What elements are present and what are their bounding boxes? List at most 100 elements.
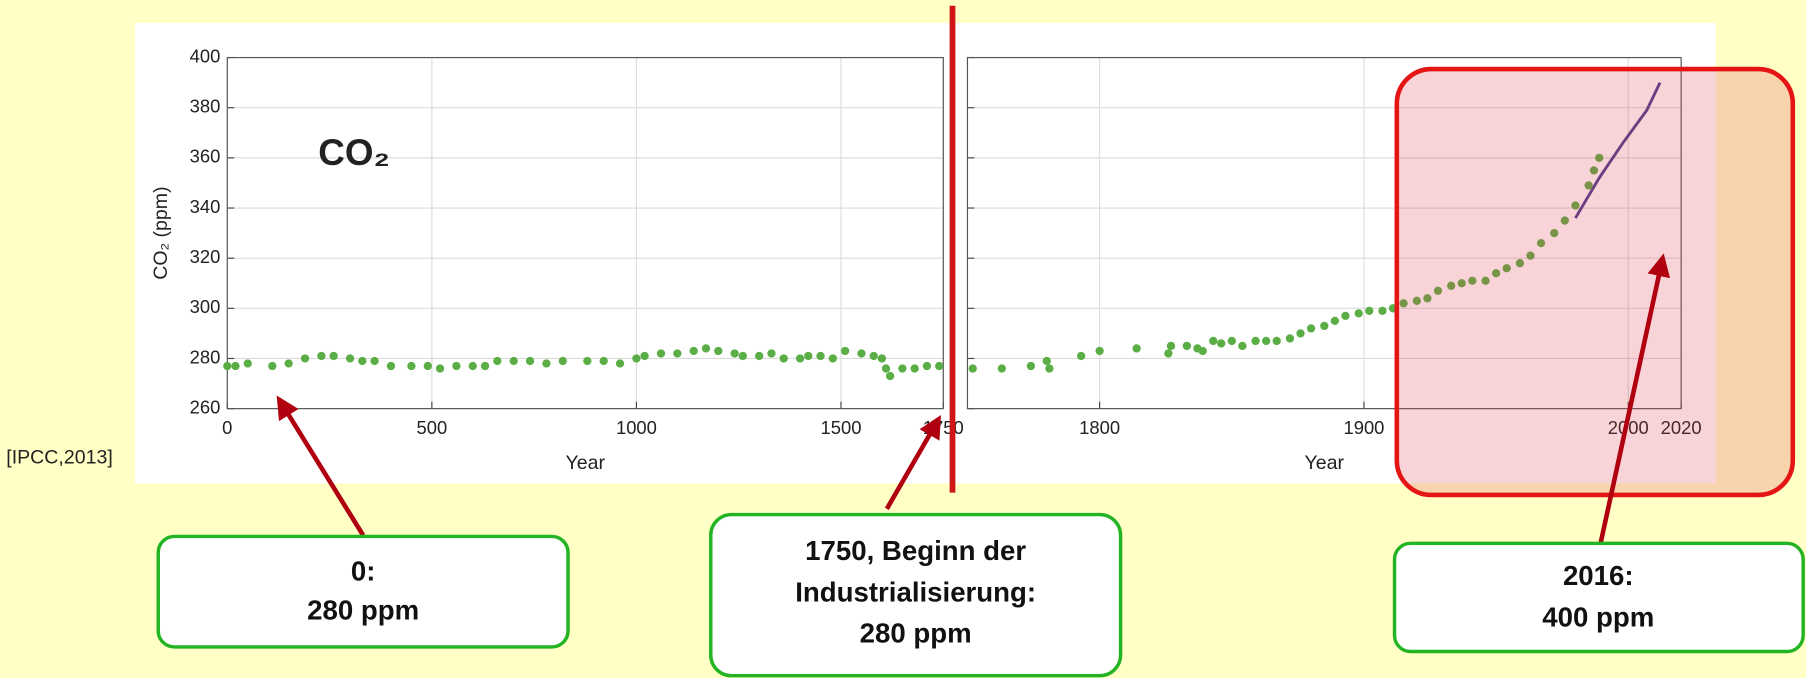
point (898, 364, 907, 373)
point (1595, 153, 1604, 163)
point (1166, 341, 1176, 351)
plot-frame (966, 56, 1682, 410)
point (640, 351, 649, 361)
point (1164, 349, 1173, 358)
point (1378, 306, 1387, 315)
point (714, 346, 723, 356)
y-tick-label: 300 (190, 296, 221, 317)
point (1095, 346, 1104, 356)
point (1217, 339, 1226, 348)
point (1468, 276, 1477, 285)
point (795, 354, 805, 363)
y-tick-label: 400 (190, 45, 221, 66)
point (329, 351, 338, 361)
line (1574, 82, 1662, 219)
point (885, 371, 895, 381)
point (435, 364, 445, 373)
point (1042, 356, 1051, 366)
point (423, 361, 432, 371)
source: [IPCC,2013] (6, 446, 112, 468)
x-tick-label: 500 (417, 417, 448, 438)
point (300, 354, 310, 363)
y-tick-label: 380 (190, 96, 221, 117)
point (767, 349, 776, 358)
point (231, 361, 240, 371)
point (509, 356, 518, 366)
point (1560, 216, 1569, 225)
point (857, 349, 866, 358)
point (869, 351, 878, 361)
point (1365, 306, 1374, 315)
callout-box (156, 534, 570, 649)
point (1198, 346, 1207, 356)
point (738, 351, 747, 361)
y-axis-title: CO₂ (ppm) (150, 186, 172, 279)
point (1447, 281, 1456, 290)
x-tick-label: 0 (222, 417, 232, 438)
point (1550, 228, 1559, 238)
point (345, 354, 355, 363)
point (656, 349, 666, 358)
point (1182, 341, 1191, 351)
callout-text: Industrialisierung: (795, 576, 1036, 607)
y-tick-label: 340 (190, 196, 221, 217)
point (1526, 251, 1535, 260)
point (583, 356, 592, 366)
point (407, 361, 416, 371)
point (1320, 321, 1329, 331)
x-tick-label: 1000 (616, 417, 657, 438)
point (877, 354, 887, 363)
point (1423, 294, 1432, 303)
point (468, 361, 477, 371)
point (755, 351, 764, 361)
point (1330, 316, 1340, 326)
point (615, 359, 625, 368)
point (1354, 309, 1363, 318)
point (1285, 334, 1295, 343)
point (1584, 181, 1593, 190)
point (243, 359, 252, 368)
x-tick-label: 2000 (1608, 417, 1649, 438)
callout-box (709, 512, 1123, 678)
arrow (1598, 253, 1671, 544)
point (632, 354, 641, 363)
point (1132, 344, 1141, 353)
x-tick-label: 1900 (1343, 417, 1384, 438)
point (542, 359, 551, 368)
point (922, 361, 932, 371)
point (317, 351, 326, 361)
plot-frame (226, 56, 944, 410)
point (1491, 269, 1501, 278)
point (1306, 324, 1316, 333)
point (1238, 341, 1247, 351)
point (1341, 311, 1350, 320)
y-tick-label: 320 (190, 246, 221, 267)
point (779, 354, 788, 363)
point (223, 361, 232, 371)
point (358, 356, 367, 366)
point (1412, 296, 1421, 305)
point (701, 344, 711, 353)
callout-text: 1750, Beginn der (805, 535, 1026, 566)
point (558, 356, 567, 366)
callout-text: 2016: (1563, 560, 1634, 591)
callout-text: 400 ppm (1542, 602, 1654, 633)
point (480, 361, 490, 371)
y-tick-label: 260 (190, 397, 221, 418)
point (1045, 364, 1054, 373)
point (828, 354, 837, 363)
x-tick-label: 2020 (1661, 417, 1702, 438)
point (1457, 279, 1466, 288)
x-tick-label: 1800 (1079, 417, 1120, 438)
x-tick-label: 1500 (821, 417, 862, 438)
x-axis-title: Year (1305, 452, 1345, 474)
point (1515, 259, 1525, 268)
arrow (276, 395, 366, 537)
chart-background (135, 23, 1716, 484)
point (493, 356, 502, 366)
point (370, 356, 379, 366)
point (910, 364, 919, 373)
point (1433, 286, 1443, 295)
point (997, 364, 1006, 373)
